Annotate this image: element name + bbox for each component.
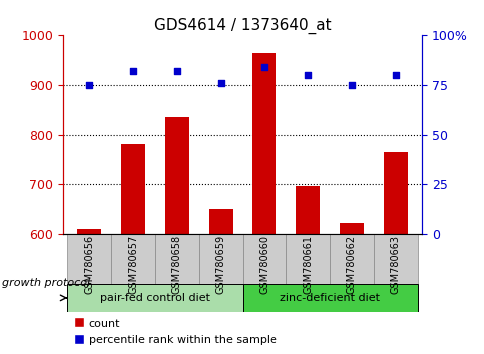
Legend: count, percentile rank within the sample: count, percentile rank within the sample	[68, 314, 280, 349]
Bar	[242, 234, 286, 284]
Text: GSM780657: GSM780657	[128, 235, 138, 295]
Bar	[198, 234, 242, 284]
Bar	[165, 117, 188, 234]
Bar	[67, 284, 242, 312]
Text: GSM780656: GSM780656	[84, 235, 94, 294]
Text: growth protocol: growth protocol	[2, 278, 91, 288]
Text: pair-fed control diet: pair-fed control diet	[100, 293, 210, 303]
Bar	[121, 144, 145, 234]
Text: GSM780659: GSM780659	[215, 235, 225, 294]
Point	[348, 82, 355, 88]
Point	[85, 82, 93, 88]
Bar	[242, 284, 417, 312]
Text: GSM780663: GSM780663	[390, 235, 400, 294]
Bar	[373, 234, 417, 284]
Bar	[77, 229, 101, 234]
Text: GSM780661: GSM780661	[302, 235, 313, 294]
Bar	[329, 234, 373, 284]
Text: zinc-deficient diet: zinc-deficient diet	[279, 293, 379, 303]
Bar	[339, 223, 363, 234]
Point	[216, 80, 224, 86]
Text: GSM780658: GSM780658	[171, 235, 182, 294]
Text: GSM780662: GSM780662	[346, 235, 356, 294]
Point	[303, 72, 311, 78]
Bar	[296, 185, 319, 234]
Bar	[67, 234, 111, 284]
Bar	[155, 234, 198, 284]
Point	[391, 72, 399, 78]
Bar	[111, 234, 155, 284]
Point	[173, 68, 181, 74]
Point	[260, 64, 268, 70]
Title: GDS4614 / 1373640_at: GDS4614 / 1373640_at	[153, 18, 331, 34]
Bar	[383, 152, 407, 234]
Point	[129, 68, 136, 74]
Bar	[252, 53, 276, 234]
Bar	[286, 234, 329, 284]
Text: GSM780660: GSM780660	[259, 235, 269, 294]
Bar	[208, 209, 232, 234]
